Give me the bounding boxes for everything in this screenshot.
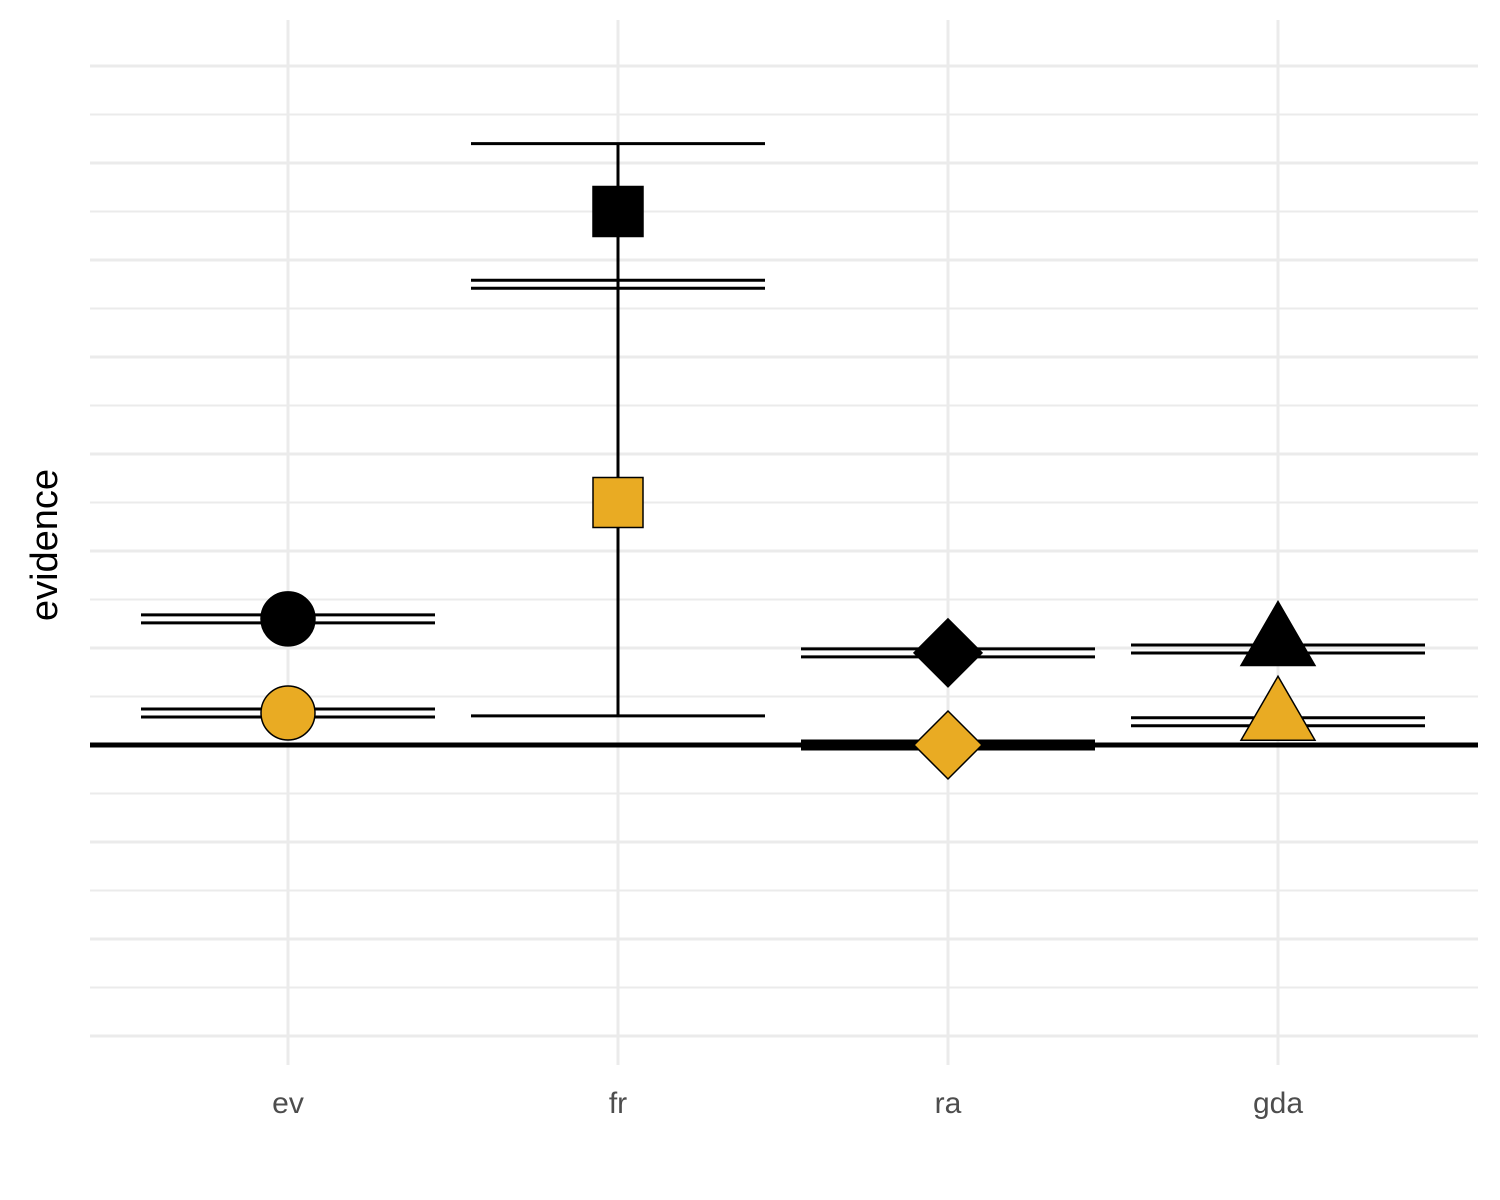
x-tick-label-gda: gda xyxy=(1253,1087,1303,1120)
triangle-point xyxy=(1239,674,1317,741)
circle-point xyxy=(260,685,316,741)
x-tick-label-fr: fr xyxy=(609,1087,627,1120)
circle-point xyxy=(260,591,316,647)
x-tick-labels: ev fr ra gda xyxy=(272,1087,1303,1120)
double-line-layer xyxy=(141,278,1425,751)
square-point xyxy=(592,476,644,529)
x-tick-label-ev: ev xyxy=(272,1087,304,1120)
points-layer xyxy=(260,185,1317,781)
triangle-point xyxy=(1239,600,1317,667)
x-tick-label-ra: ra xyxy=(935,1087,962,1120)
y-axis-title: evidence xyxy=(24,469,66,621)
error-bar-layer xyxy=(471,142,765,718)
diamond-point xyxy=(912,617,984,688)
grid-layer xyxy=(90,20,1478,1065)
diamond-point xyxy=(912,709,984,781)
square-point xyxy=(592,185,644,238)
